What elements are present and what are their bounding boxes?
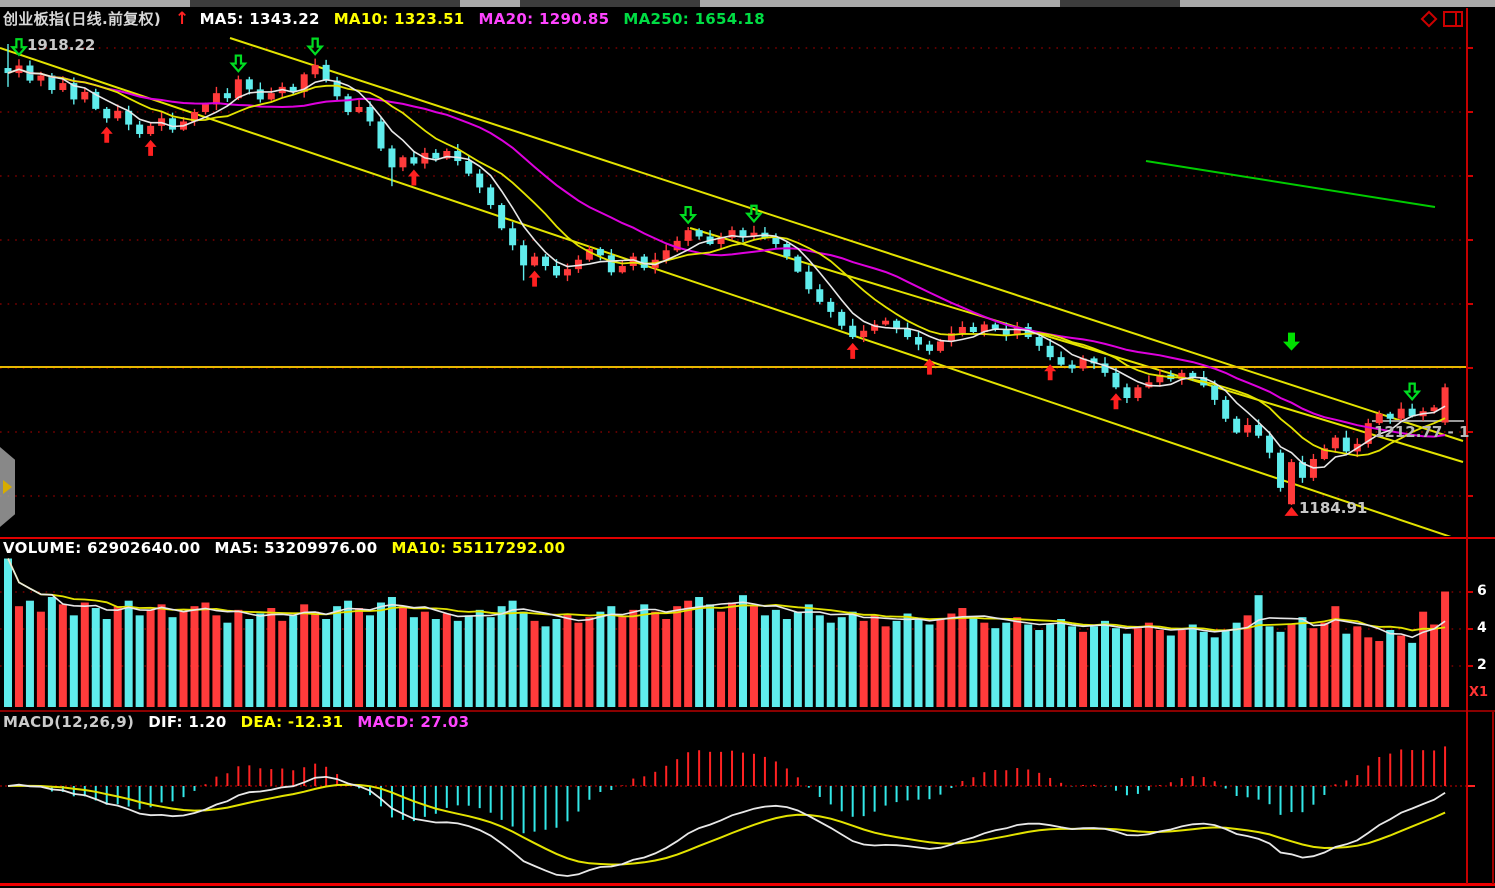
ma250-label: MA250: 1654.18 (623, 9, 765, 28)
candles (4, 44, 1449, 505)
macd-params-label: MACD(12,26,9) (3, 713, 135, 731)
ma5-label: MA5: 1343.22 (199, 9, 320, 28)
macd-lines (7, 775, 1446, 877)
signal-markers (9, 37, 1422, 516)
trendlines (0, 37, 1466, 536)
main-chart-header: 创业板指(日线.前复权) ↑ MA5: 1343.22 MA10: 1323.5… (3, 8, 765, 29)
top-edge-notch (520, 0, 700, 7)
volume-header: VOLUME: 62902640.00 MA5: 53209976.00 MA1… (3, 539, 565, 557)
macd-value-label: MACD: 27.03 (357, 713, 470, 731)
volume-axis-tick-label: 6 (1477, 583, 1487, 599)
bottom-border (0, 883, 1495, 886)
high-price-label: 1918.22 (27, 36, 96, 54)
pane-divider (0, 710, 1495, 712)
top-edge-notch (190, 0, 460, 7)
top-edge-notch (1060, 0, 1180, 7)
window-top-edge (0, 0, 1495, 7)
price-annotation-label: 1212.77 - 1 (1374, 423, 1470, 441)
diamond-tool-icon[interactable] (1419, 9, 1441, 31)
right-axis-line (1466, 8, 1468, 884)
volume-ma5-label: MA5: 53209976.00 (214, 539, 378, 557)
split-window-icon[interactable] (1443, 11, 1463, 27)
dea-label: DEA: -12.31 (240, 713, 344, 731)
up-arrow-icon: ↑ (175, 8, 190, 29)
panel-expand-handle[interactable] (0, 447, 15, 527)
volume-bars (4, 558, 1450, 707)
volume-unit-label: X1 (1469, 685, 1489, 700)
volume-axis-tick-label: 2 (1477, 657, 1487, 673)
ma-lines (7, 68, 1446, 469)
expand-arrow-icon (3, 480, 12, 494)
macd-header: MACD(12,26,9) DIF: 1.20 DEA: -12.31 MACD… (3, 713, 469, 731)
pane-divider (0, 537, 1495, 539)
dif-label: DIF: 1.20 (148, 713, 227, 731)
ma20-label: MA20: 1290.85 (478, 9, 610, 28)
instrument-title: 创业板指(日线.前复权) (3, 10, 162, 28)
right-edge-line (1492, 712, 1494, 884)
volume-axis-tick-label: 4 (1477, 620, 1487, 636)
volume-ma10-label: MA10: 55117292.00 (391, 539, 566, 557)
volume-value-label: VOLUME: 62902640.00 (3, 539, 201, 557)
macd-histogram (17, 746, 1447, 834)
low-price-label: 1184.91 (1299, 499, 1368, 517)
ma10-label: MA10: 1323.51 (333, 9, 465, 28)
volume-ma-lines (7, 558, 1446, 639)
